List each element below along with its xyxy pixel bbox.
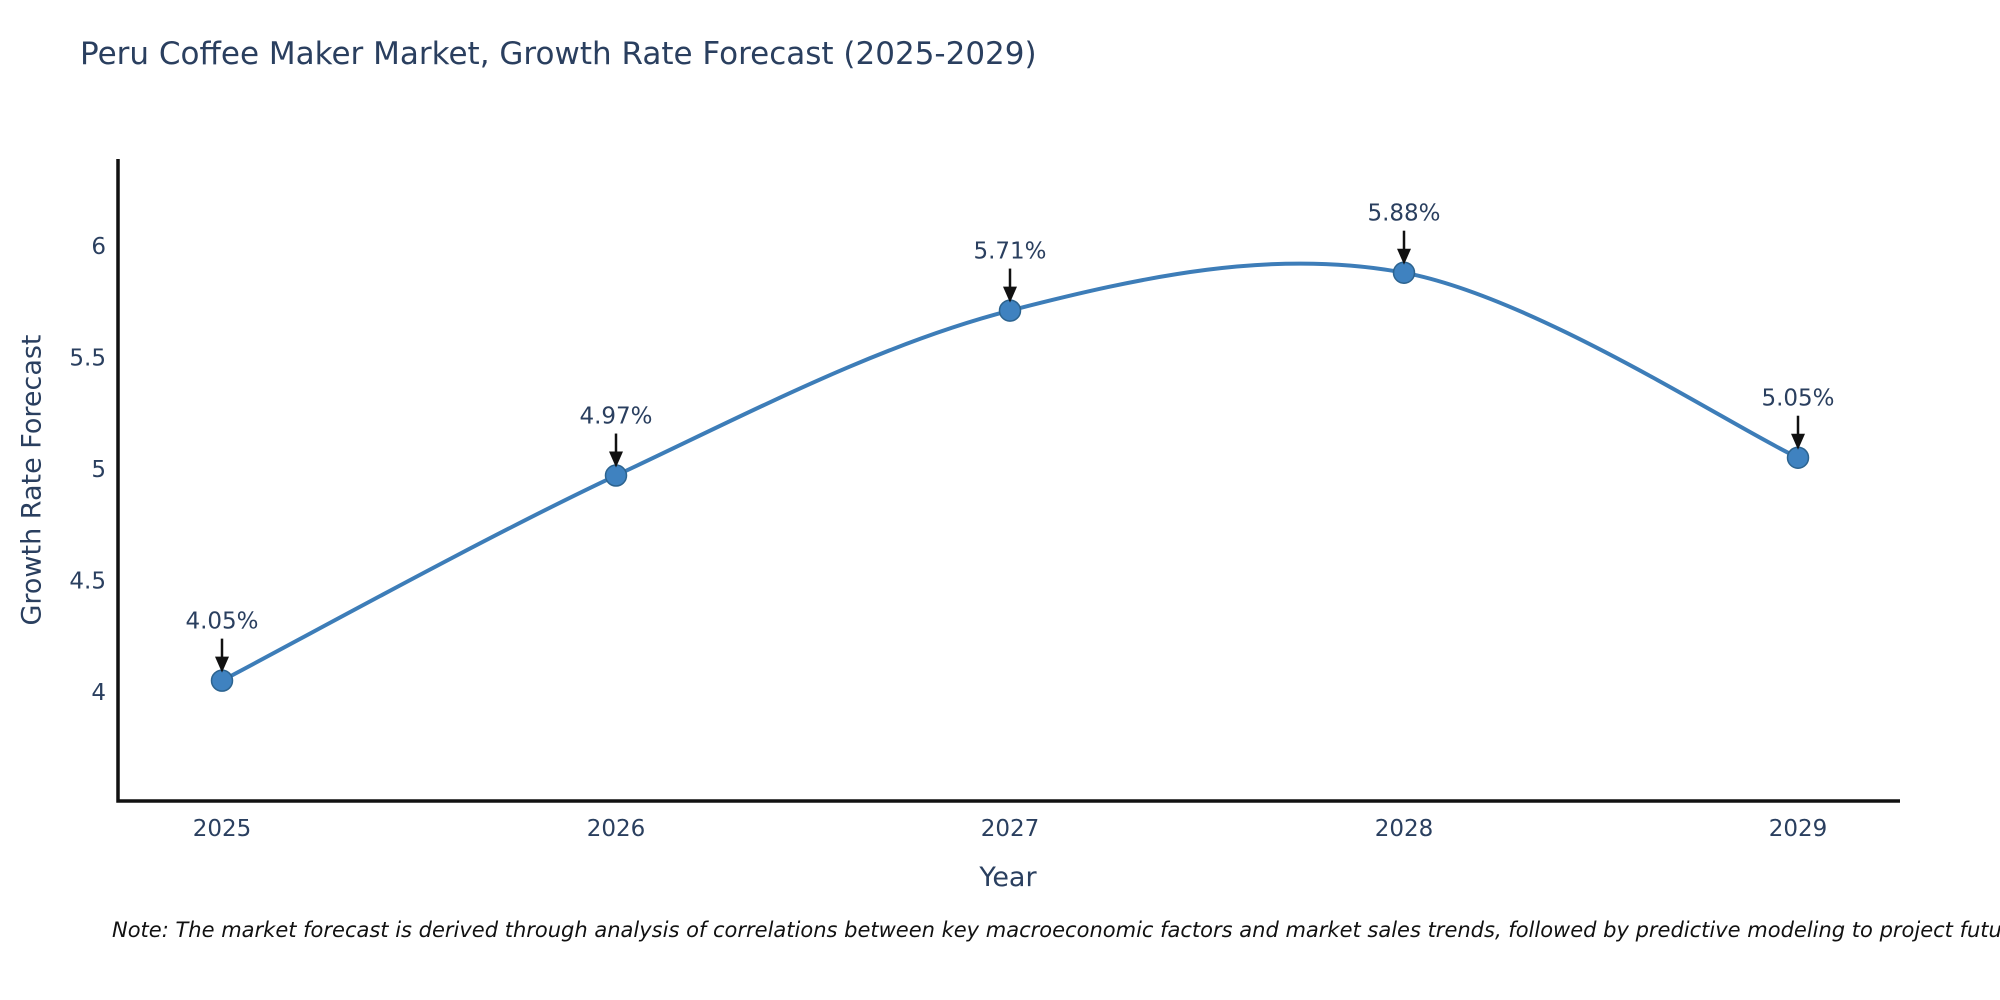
annotation-arrow-head [215, 656, 229, 673]
data-point-marker [604, 464, 628, 487]
y-tick-label: 5.5 [69, 345, 106, 371]
x-tick-label: 2025 [193, 816, 252, 842]
annotation-arrow-head [1003, 286, 1017, 303]
x-tick-label: 2027 [981, 816, 1040, 842]
y-tick-label: 6 [91, 234, 106, 260]
y-tick-label: 5 [91, 457, 106, 483]
chart-title: Peru Coffee Maker Market, Growth Rate Fo… [80, 36, 1037, 72]
y-tick-label: 4.5 [69, 568, 106, 594]
data-point-marker [1392, 261, 1416, 284]
y-tick-label: 4 [91, 680, 106, 706]
annotation-arrow-head [1791, 433, 1805, 450]
point-value-annotation: 4.05% [185, 609, 258, 635]
point-value-annotation: 5.71% [973, 239, 1046, 265]
chart-footnote: Note: The market forecast is derived thr… [112, 918, 2000, 942]
data-point-marker [210, 669, 234, 692]
data-point-marker [1786, 446, 1810, 469]
annotation-arrow-head [1397, 248, 1411, 265]
annotation-arrow-head [609, 451, 623, 468]
x-tick-label: 2026 [587, 816, 646, 842]
point-value-annotation: 4.97% [579, 404, 652, 430]
growth-rate-trend-line [220, 261, 1800, 683]
x-tick-label: 2028 [1375, 816, 1434, 842]
point-value-annotation: 5.88% [1367, 201, 1440, 227]
x-axis-title: Year [979, 862, 1037, 893]
data-point-marker [998, 299, 1022, 322]
axis-lines [116, 159, 1900, 803]
point-value-annotation: 5.05% [1761, 386, 1834, 412]
x-tick-label: 2029 [1769, 816, 1828, 842]
